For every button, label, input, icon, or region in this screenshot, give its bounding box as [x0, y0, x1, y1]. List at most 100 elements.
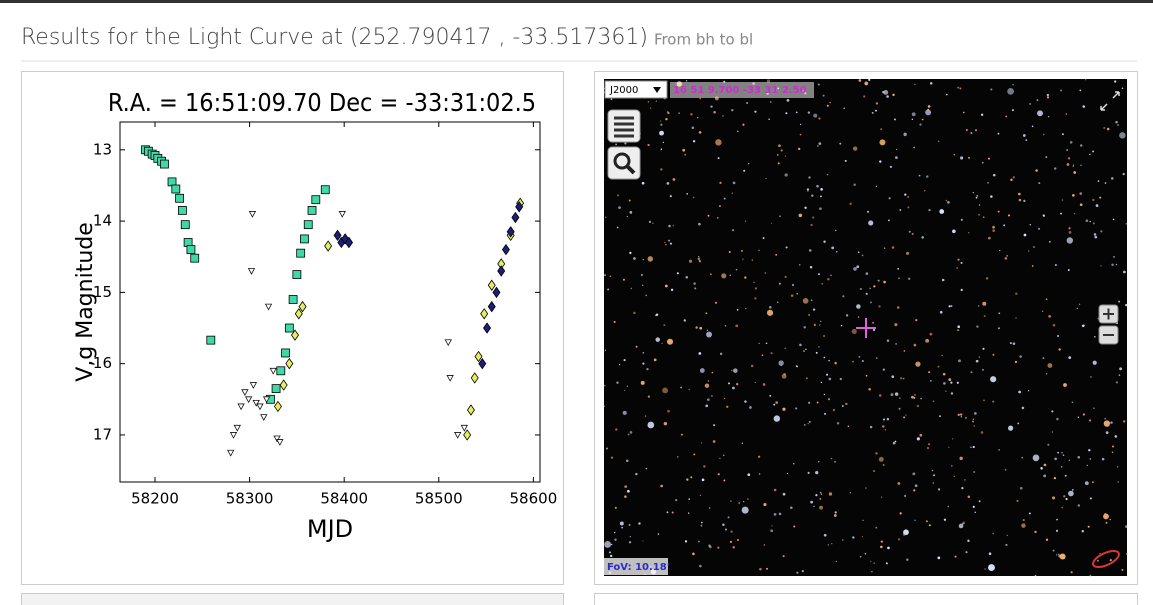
star: [621, 526, 624, 529]
star: [1092, 150, 1095, 153]
star: [690, 476, 693, 479]
data-point: [279, 379, 288, 391]
data-point: [291, 329, 299, 341]
star: [685, 275, 689, 279]
data-point: [241, 389, 249, 397]
star: [770, 352, 773, 355]
star: [1063, 383, 1067, 387]
star: [953, 153, 956, 156]
star: [1081, 530, 1084, 533]
data-point: [300, 234, 309, 244]
star: [895, 148, 898, 150]
lower-panel: [21, 593, 564, 605]
star: [823, 356, 826, 359]
data-point: [303, 220, 313, 230]
star: [660, 123, 663, 126]
data-point: [444, 339, 452, 347]
star: [865, 272, 869, 275]
star: [1092, 222, 1095, 225]
star: [883, 280, 886, 284]
search-button[interactable]: [607, 146, 641, 180]
data-point: [324, 240, 333, 252]
star: [835, 229, 837, 232]
star: [647, 395, 650, 398]
star: [1010, 178, 1013, 182]
star: [628, 523, 631, 527]
star: [939, 415, 941, 418]
star: [622, 410, 627, 415]
star: [856, 304, 861, 309]
star: [828, 492, 833, 496]
star: [692, 140, 696, 143]
star: [888, 219, 890, 222]
coords-label: 16 51 9.700 -33 31 2.50: [673, 85, 807, 96]
star: [883, 247, 886, 249]
star: [835, 560, 837, 563]
star: [680, 433, 683, 436]
data-point: [506, 226, 515, 238]
star: [644, 415, 647, 417]
star: [736, 309, 739, 311]
star: [1015, 292, 1018, 295]
sky-view[interactable]: [603, 78, 1128, 577]
star: [894, 323, 898, 327]
star: [1034, 574, 1037, 577]
star: [830, 274, 832, 277]
star: [1096, 559, 1100, 562]
star: [666, 182, 670, 185]
star: [990, 376, 997, 383]
star: [1117, 481, 1119, 483]
y-tick-label: 17: [93, 425, 112, 443]
star: [765, 342, 768, 345]
star: [1042, 357, 1045, 360]
star: [871, 111, 874, 114]
data-point: [276, 366, 286, 376]
star: [1040, 467, 1043, 470]
star: [628, 541, 632, 544]
star: [857, 251, 860, 253]
star: [831, 543, 833, 545]
star: [712, 440, 716, 443]
star: [958, 523, 964, 529]
star: [624, 495, 627, 498]
star: [606, 447, 608, 450]
star: [1097, 180, 1100, 182]
star: [688, 512, 690, 514]
star: [1066, 149, 1069, 151]
star: [786, 98, 790, 102]
star: [626, 385, 629, 387]
fullscreen-button[interactable]: [1100, 91, 1120, 111]
star: [698, 131, 702, 134]
star: [861, 360, 864, 362]
star: [875, 185, 878, 187]
star: [1105, 521, 1108, 524]
star: [872, 328, 876, 332]
star: [820, 188, 823, 191]
star: [992, 225, 995, 229]
page-title: Results for the Light Curve at (252.7904…: [21, 25, 648, 50]
frame-select[interactable]: [604, 80, 668, 99]
star: [1058, 553, 1060, 556]
star: [667, 409, 670, 413]
star: [1028, 390, 1030, 392]
star: [799, 123, 802, 126]
star: [898, 407, 901, 410]
star: [655, 100, 657, 102]
x-tick-label: 58300: [226, 490, 274, 508]
star: [1054, 167, 1057, 170]
star: [665, 244, 667, 246]
star: [928, 443, 931, 446]
data-point: [460, 424, 468, 432]
star: [827, 277, 830, 281]
star: [1067, 157, 1071, 160]
star: [732, 546, 735, 549]
star: [633, 311, 636, 315]
star: [776, 153, 779, 156]
star: [927, 108, 930, 111]
star: [786, 472, 789, 475]
star: [704, 383, 710, 388]
data-point: [446, 375, 454, 382]
star: [703, 465, 706, 468]
star: [894, 440, 897, 443]
